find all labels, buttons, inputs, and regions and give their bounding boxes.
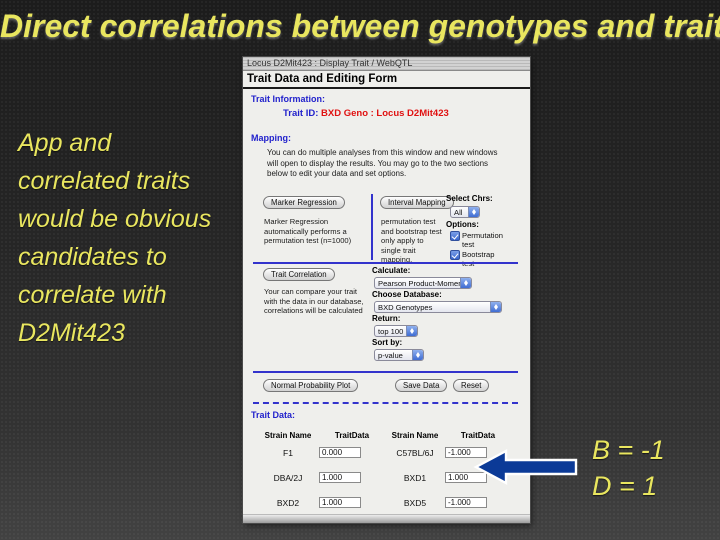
trait-correlation-desc: Your can compare your trait with the dat… [264, 287, 364, 315]
stepper-icon [490, 302, 501, 312]
window-titlebar: Locus D2Mit423 : Display Trait / WebQTL [243, 57, 530, 71]
note-line: D2Mit423 [18, 319, 125, 347]
sort-by-label: Sort by: [372, 338, 403, 347]
left-note: App and correlated traits would be obvio… [18, 124, 243, 352]
checkbox-label: Permutation test [462, 231, 503, 249]
sort-by-value: p-value [378, 350, 403, 360]
strain-name: F1 [283, 447, 293, 458]
select-chrs-label: Select Chrs: [446, 194, 493, 203]
window-bottom-bar [243, 514, 530, 523]
trait-correlation-button[interactable]: Trait Correlation [263, 268, 335, 281]
trait-id-value: BXD Geno : Locus D2Mit423 [321, 108, 449, 119]
mapping-intro: You can do multiple analyses from this w… [267, 148, 498, 178]
marker-regression-desc: Marker Regression automatically performs… [264, 217, 352, 245]
trait-value-input[interactable] [445, 447, 487, 458]
return-label: Return: [372, 314, 401, 323]
stepper-icon [468, 207, 479, 217]
table-row: BXD2 BXD5 [257, 497, 517, 508]
column-header: Strain Name [264, 431, 312, 440]
webqtl-window: Locus D2Mit423 : Display Trait / WebQTL … [243, 57, 530, 523]
strain-name: BXD5 [403, 497, 427, 508]
stepper-icon [406, 326, 417, 336]
strain-name: BXD2 [276, 497, 300, 508]
calculate-label: Calculate: [372, 266, 411, 275]
reset-button[interactable]: Reset [453, 379, 490, 392]
stepper-icon [412, 350, 423, 360]
strain-name: BXD1 [403, 472, 427, 483]
normal-probability-plot-button[interactable]: Normal Probability Plot [263, 379, 359, 392]
note-line: would be obvious [18, 205, 212, 233]
database-value: BXD Genotypes [378, 302, 433, 312]
note-line: correlate with [18, 281, 167, 309]
note-line: correlated traits [18, 167, 191, 195]
checkbox-checked-icon [450, 250, 460, 260]
table-row: DBA/2J BXD1 [257, 472, 517, 483]
trait-value-input[interactable] [319, 447, 361, 458]
section-divider [253, 262, 518, 264]
checkbox-checked-icon [450, 231, 460, 241]
marker-regression-button[interactable]: Marker Regression [263, 196, 345, 209]
annotation-values: B = -1 D = 1 [592, 432, 665, 504]
strain-name: DBA/2J [273, 472, 303, 483]
return-dropdown[interactable]: top 100 [374, 325, 418, 337]
mapping-label: Mapping: [251, 133, 291, 143]
choose-database-label: Choose Database: [372, 290, 442, 299]
slide-title: Direct correlations between genotypes an… [0, 8, 720, 44]
save-data-button[interactable]: Save Data [395, 379, 448, 392]
table-row: F1 C57BL/6J [257, 447, 517, 458]
strain-name: C57BL/6J [396, 447, 434, 458]
return-value: top 100 [378, 326, 404, 336]
note-line: App and [18, 129, 112, 157]
options-label: Options: [446, 220, 479, 229]
section-divider [253, 371, 518, 373]
trait-value-input[interactable] [319, 497, 361, 508]
trait-value-input[interactable] [445, 497, 487, 508]
annotation-d: D = 1 [592, 471, 658, 501]
permutation-test-checkbox[interactable]: Permutation test [450, 231, 508, 249]
interval-mapping-button[interactable]: Interval Mapping [380, 196, 454, 209]
note-line: candidates to [18, 243, 167, 271]
interval-mapping-desc: permutation test and bootstrap test only… [381, 217, 442, 264]
column-header: TraitData [334, 431, 370, 440]
trait-information-label: Trait Information: [251, 94, 325, 104]
sort-by-dropdown[interactable]: p-value [374, 349, 424, 361]
section-divider [253, 402, 518, 404]
checkbox-label: Bootstrap test [462, 250, 495, 268]
column-header: TraitData [460, 431, 496, 440]
stepper-icon [460, 278, 471, 288]
select-chrs-dropdown[interactable]: All [450, 206, 480, 218]
trait-data-header-row: Strain Name TraitData Strain Name TraitD… [257, 431, 517, 440]
trait-id-line: Trait ID: BXD Geno : Locus D2Mit423 [283, 108, 449, 119]
left-arrow [473, 449, 578, 485]
annotation-b: B = -1 [592, 435, 665, 465]
calculate-value: Pearson Product-Moment [378, 278, 460, 288]
trait-data-label: Trait Data: [251, 410, 296, 420]
column-header: Strain Name [391, 431, 439, 440]
database-dropdown[interactable]: BXD Genotypes [374, 301, 502, 313]
trait-value-input[interactable] [319, 472, 361, 483]
section-vertical-divider [371, 194, 373, 260]
trait-id-label: Trait ID: [283, 108, 319, 119]
trait-value-input[interactable] [445, 472, 487, 483]
select-chrs-value: All [454, 207, 463, 217]
form-heading: Trait Data and Editing Form [243, 71, 530, 89]
bootstrap-test-checkbox[interactable]: Bootstrap test [450, 250, 508, 268]
calculate-dropdown[interactable]: Pearson Product-Moment [374, 277, 472, 289]
